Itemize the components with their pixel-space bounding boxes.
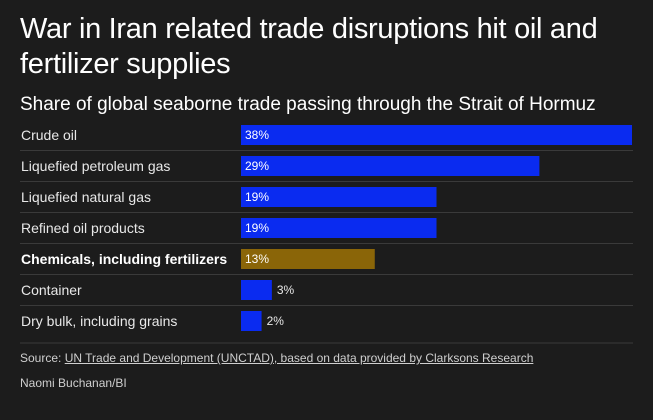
bar-row: Refined oil products 19% [20, 218, 633, 244]
bar-row: Chemicals, including fertilizers 13% [20, 249, 633, 275]
bar-row: Dry bulk, including grains 2% [21, 311, 284, 331]
source-link[interactable]: UN Trade and Development (UNCTAD), based… [64, 351, 534, 365]
bar-row: Container 3% [20, 280, 633, 306]
value-label: 13% [245, 252, 269, 266]
value-label: 19% [245, 221, 269, 235]
author-credit: Naomi Buchanan/BI [20, 376, 127, 390]
bar [241, 218, 437, 238]
value-label: 19% [245, 190, 269, 204]
category-label: Liquefied natural gas [21, 189, 151, 205]
bar-row: Crude oil 38% [20, 125, 633, 151]
category-label: Chemicals, including fertilizers [21, 251, 227, 267]
category-label: Crude oil [21, 127, 77, 143]
category-label: Dry bulk, including grains [21, 313, 177, 329]
category-label: Liquefied petroleum gas [21, 158, 170, 174]
source-prefix: Source: [20, 351, 65, 365]
bar-row: Liquefied petroleum gas 29% [20, 156, 633, 182]
bar [241, 187, 437, 207]
source-note: Source: UN Trade and Development (UNCTAD… [20, 351, 533, 365]
bar [241, 280, 272, 300]
category-label: Refined oil products [21, 220, 145, 236]
bar [241, 311, 262, 331]
category-label: Container [21, 282, 82, 298]
value-label: 38% [245, 128, 269, 142]
bar [241, 156, 540, 176]
bar-chart: Crude oil 38%Liquefied petroleum gas 29%Li… [20, 125, 633, 344]
chart-title: War in Iran related trade disruptions hi… [20, 13, 598, 80]
chart-subtitle: Share of global seaborne trade passing t… [20, 94, 596, 115]
bar [241, 249, 375, 269]
bar [241, 125, 632, 145]
bar-row: Liquefied natural gas 19% [20, 187, 633, 213]
value-label: 2% [267, 314, 285, 328]
value-label: 3% [277, 283, 295, 297]
value-label: 29% [245, 159, 269, 173]
